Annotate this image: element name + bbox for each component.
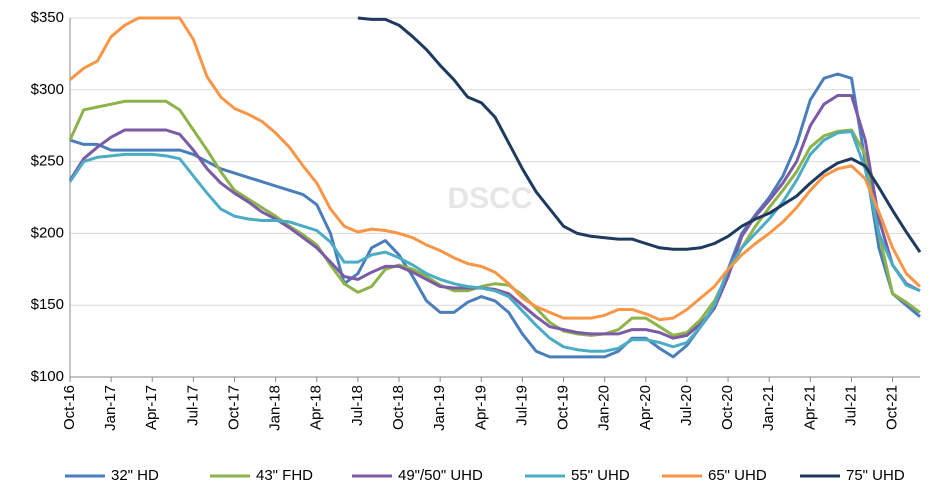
x-tick-label: Jan-17 — [102, 385, 119, 431]
legend-label: 75" UHD — [846, 467, 905, 484]
x-tick-label: Jul-17 — [184, 385, 201, 426]
x-tick-label: Oct-19 — [555, 385, 572, 430]
x-tick-label: Jan-21 — [760, 385, 777, 431]
x-tick-label: Oct-21 — [884, 385, 901, 430]
series-line — [69, 16, 922, 322]
x-tick-label: Jul-20 — [678, 385, 695, 426]
x-tick-label: Jan-20 — [596, 385, 613, 431]
y-tick-label: $350 — [31, 9, 64, 26]
y-tick-label: $100 — [31, 368, 64, 385]
x-tick-label: Jul-19 — [513, 385, 530, 426]
legend-label: 65" UHD — [708, 467, 767, 484]
x-tick-label: Apr-21 — [801, 385, 818, 430]
x-tick-label: Oct-16 — [61, 385, 78, 430]
watermark: DSCC — [447, 182, 532, 215]
x-tick-label: Oct-17 — [225, 385, 242, 430]
series-line — [69, 72, 921, 359]
x-tick-label: Jan-18 — [267, 385, 284, 431]
x-tick-label: Apr-18 — [308, 385, 325, 430]
y-tick-label: $200 — [31, 224, 64, 241]
x-tick-label: Jan-19 — [431, 385, 448, 431]
y-tick-label: $300 — [31, 81, 64, 98]
legend-label: 49"/50" UHD — [398, 467, 483, 484]
series-line — [68, 129, 921, 353]
series-line — [357, 16, 922, 253]
x-tick-label: Apr-19 — [472, 385, 489, 430]
y-tick-label: $250 — [31, 153, 64, 170]
legend-label: 43" FHD — [256, 467, 313, 484]
x-tick-label: Jul-18 — [349, 385, 366, 426]
y-tick-label: $150 — [31, 296, 64, 313]
x-tick-label: Jul-21 — [842, 385, 859, 426]
x-tick-label: Apr-20 — [637, 385, 654, 430]
x-tick-label: Oct-18 — [390, 385, 407, 430]
legend-label: 55" UHD — [571, 467, 630, 484]
x-tick-label: Oct-20 — [719, 385, 736, 430]
legend-label: 32" HD — [111, 467, 159, 484]
series-line — [68, 99, 921, 337]
x-tick-label: Apr-17 — [143, 385, 160, 430]
